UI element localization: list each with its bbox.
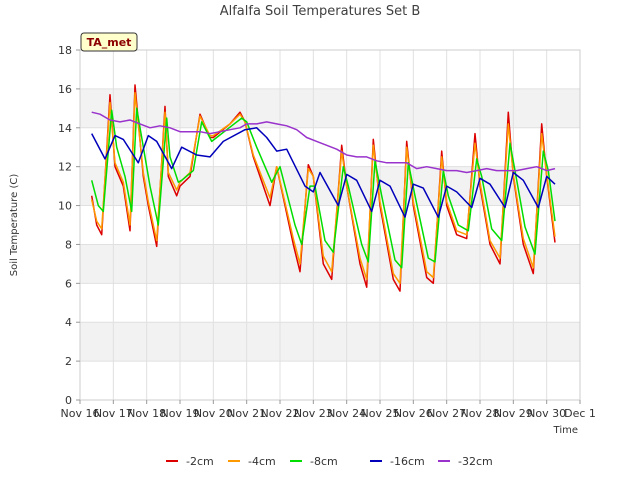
y-axis-ticks: 0 2 4 6 8 10 12 14 16 18 <box>58 44 80 407</box>
ta-met-badge: TA_met <box>80 32 138 52</box>
series-lines <box>90 84 556 292</box>
plot-band <box>80 205 580 245</box>
x-tick-label: Nov 29 <box>494 407 533 420</box>
y-tick-label: 0 <box>65 394 72 407</box>
badge-box <box>80 32 138 52</box>
plot-background <box>80 50 580 400</box>
legend-label: -2cm <box>186 455 214 468</box>
legend-label: -32cm <box>458 455 493 468</box>
legend: -2cm -4cm -8cm -16cm -32cm <box>166 455 493 468</box>
x-tick-label: Nov 23 <box>294 407 333 420</box>
y-tick-label: 18 <box>58 44 72 57</box>
plot-frame <box>79 49 581 401</box>
plot-band <box>80 88 580 128</box>
y-tick-label: 12 <box>58 161 72 174</box>
x-tick-label: Nov 16 <box>61 407 100 420</box>
x-tick-label: Nov 22 <box>261 407 300 420</box>
x-tick-label: Nov 19 <box>161 407 200 420</box>
series-line-minus-16cm <box>91 127 556 218</box>
x-tick-label: Nov 20 <box>194 407 233 420</box>
y-tick-label: 6 <box>65 277 72 290</box>
plot-band <box>80 322 580 362</box>
y-tick-label: 4 <box>65 316 72 329</box>
plot-band <box>80 361 580 400</box>
x-tick-label: Nov 18 <box>127 407 166 420</box>
x-tick-label: Nov 26 <box>394 407 433 420</box>
x-tick-label: Nov 28 <box>461 407 500 420</box>
x-tick-label: Nov 30 <box>527 407 566 420</box>
x-axis-label: Time <box>553 425 578 436</box>
y-tick-label: 14 <box>58 122 72 135</box>
x-tick-label: Nov 24 <box>327 407 366 420</box>
series-line-minus-32cm <box>91 111 556 174</box>
x-tick-label: Dec 1 <box>564 407 596 420</box>
x-tick-label: Nov 21 <box>227 407 266 420</box>
y-axis-label: Soil Temperature (C) <box>9 174 20 277</box>
y-tick-label: 8 <box>65 238 72 251</box>
series-line-minus-8cm <box>90 107 556 269</box>
legend-label: -4cm <box>248 455 276 468</box>
plot-band <box>80 50 580 89</box>
plot-band <box>80 283 580 323</box>
plot-band <box>80 166 580 206</box>
chart-title: Alfalfa Soil Temperatures Set B <box>220 4 421 19</box>
x-tick-label: Nov 27 <box>427 407 466 420</box>
y-tick-label: 10 <box>58 200 72 213</box>
x-tick-label: Nov 25 <box>361 407 400 420</box>
legend-label: -16cm <box>390 455 425 468</box>
legend-label: -8cm <box>310 455 338 468</box>
badge-label: TA_met <box>87 36 132 49</box>
y-tick-label: 2 <box>65 355 72 368</box>
y-tick-label: 16 <box>58 83 72 96</box>
x-tick-label: Nov 17 <box>94 407 133 420</box>
